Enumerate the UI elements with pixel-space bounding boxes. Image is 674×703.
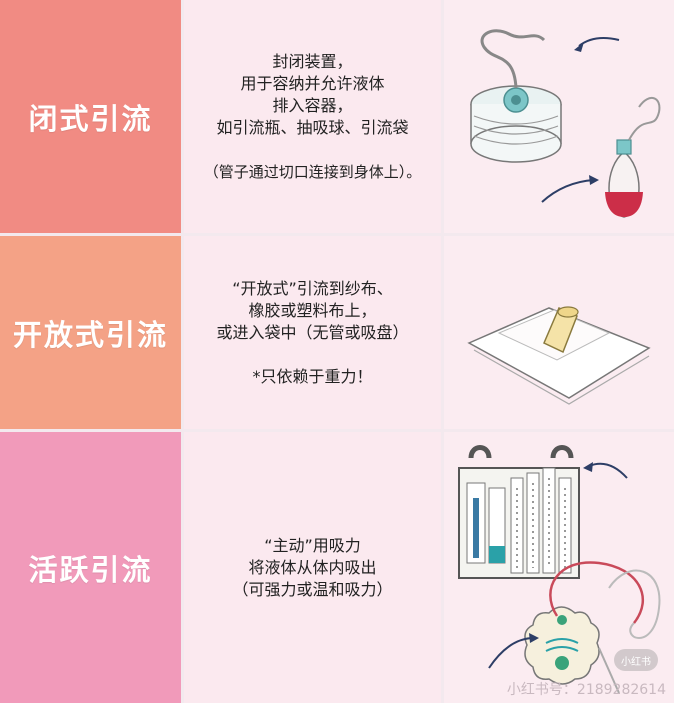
open-drainage-illustration (444, 236, 674, 429)
desc-line: 橡胶或塑料布上， (248, 300, 377, 320)
row-desc-active-drainage: “主动”用吸力 将液体从体内吸出 （可强力或温和吸力） (184, 432, 441, 703)
label-text: 闭式引流 (28, 101, 153, 136)
row-desc-closed-drainage: 封闭装置， 用于容纳并允许液体 排入容器， 如引流瓶、抽吸球、引流袋 （管子通过… (184, 0, 441, 233)
open-drainage-image (467, 305, 651, 405)
desc-line: 排入容器， (272, 95, 353, 115)
row-label-open-drainage: 开放式引流 (0, 236, 181, 429)
desc-line: （可强力或温和吸力） (232, 579, 393, 599)
closed-drainage-image (470, 28, 661, 218)
desc-line: 封闭装置， (272, 51, 353, 71)
desc-line: 或进入袋中（无管或吸盘） (216, 322, 409, 342)
row-label-active-drainage: 活跃引流 (0, 432, 181, 703)
desc-note: *只依赖于重力！ (252, 366, 373, 386)
desc-line: 用于容纳并允许液体 (240, 73, 385, 93)
desc-note: （管子通过切口连接到身体上）。 (203, 162, 422, 181)
closed-drainage-illustration (444, 0, 674, 233)
desc-line: 将液体从体内吸出 (248, 557, 377, 577)
desc-line: “开放式”引流到纱布、 (232, 278, 393, 298)
row-label-closed-drainage: 闭式引流 (0, 0, 181, 233)
watermark-badge: 小红书 (614, 649, 658, 671)
active-drainage-illustration (444, 432, 674, 703)
active-drainage-image (458, 444, 661, 693)
row-desc-open-drainage: “开放式”引流到纱布、 橡胶或塑料布上， 或进入袋中（无管或吸盘） *只依赖于重… (184, 236, 441, 429)
watermark-text: 小红书号：2189282614 (506, 682, 666, 698)
desc-line: 如引流瓶、抽吸球、引流袋 (216, 117, 409, 137)
label-text: 活跃引流 (28, 552, 153, 587)
label-text: 开放式引流 (12, 317, 168, 352)
desc-line: “主动”用吸力 (264, 535, 361, 555)
